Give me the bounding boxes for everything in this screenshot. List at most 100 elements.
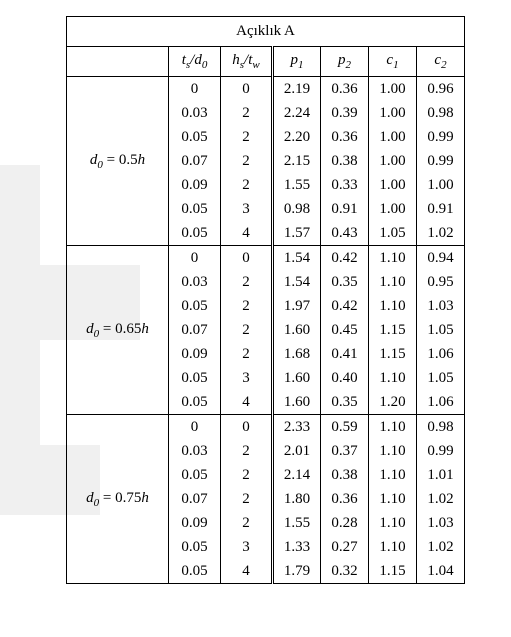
cell-p2: 0.40 <box>321 366 369 390</box>
cell-p2: 0.39 <box>321 101 369 125</box>
cell-c2: 0.95 <box>417 270 465 294</box>
cell-hs: 3 <box>221 197 273 221</box>
cell-p2: 0.28 <box>321 511 369 535</box>
cell-c2: 0.99 <box>417 439 465 463</box>
cell-ts: 0.03 <box>169 439 221 463</box>
cell-p2: 0.36 <box>321 487 369 511</box>
cell-hs: 2 <box>221 149 273 173</box>
table-row: d0 = 0.75h002.330.591.100.98 <box>67 415 465 440</box>
cell-p1: 2.01 <box>273 439 321 463</box>
cell-c2: 1.02 <box>417 221 465 246</box>
table-title: Açıklık A <box>67 17 465 47</box>
cell-c2: 1.06 <box>417 390 465 415</box>
cell-p1: 1.60 <box>273 318 321 342</box>
group-label: d0 = 0.75h <box>67 415 169 584</box>
cell-p1: 0.98 <box>273 197 321 221</box>
cell-c2: 0.99 <box>417 125 465 149</box>
cell-c1: 1.10 <box>369 439 417 463</box>
cell-hs: 2 <box>221 125 273 149</box>
cell-p2: 0.36 <box>321 77 369 102</box>
cell-c1: 1.10 <box>369 415 417 440</box>
cell-c2: 1.03 <box>417 511 465 535</box>
cell-c1: 1.10 <box>369 511 417 535</box>
cell-ts: 0.05 <box>169 221 221 246</box>
header-c1: c1 <box>369 47 417 77</box>
cell-p2: 0.36 <box>321 125 369 149</box>
cell-c1: 1.00 <box>369 149 417 173</box>
cell-ts: 0 <box>169 415 221 440</box>
cell-p2: 0.41 <box>321 342 369 366</box>
cell-p2: 0.35 <box>321 270 369 294</box>
cell-hs: 2 <box>221 463 273 487</box>
cell-p1: 1.60 <box>273 366 321 390</box>
cell-c1: 1.10 <box>369 246 417 271</box>
cell-hs: 2 <box>221 342 273 366</box>
cell-p2: 0.27 <box>321 535 369 559</box>
cell-ts: 0 <box>169 246 221 271</box>
cell-ts: 0.05 <box>169 125 221 149</box>
cell-ts: 0.05 <box>169 535 221 559</box>
cell-c1: 1.15 <box>369 318 417 342</box>
cell-hs: 0 <box>221 77 273 102</box>
cell-p1: 1.79 <box>273 559 321 584</box>
cell-c2: 0.91 <box>417 197 465 221</box>
cell-p1: 2.33 <box>273 415 321 440</box>
table-row: d0 = 0.65h001.540.421.100.94 <box>67 246 465 271</box>
cell-c1: 1.15 <box>369 559 417 584</box>
cell-c2: 0.96 <box>417 77 465 102</box>
cell-p1: 1.60 <box>273 390 321 415</box>
data-table: Açıklık A ts/d0 hs/tw p1 p2 c1 c2 d0 = 0… <box>66 16 465 584</box>
cell-ts: 0.05 <box>169 294 221 318</box>
cell-c1: 1.00 <box>369 173 417 197</box>
group-label: d0 = 0.65h <box>67 246 169 415</box>
cell-hs: 3 <box>221 366 273 390</box>
cell-p2: 0.32 <box>321 559 369 584</box>
cell-hs: 2 <box>221 511 273 535</box>
header-c2: c2 <box>417 47 465 77</box>
cell-p2: 0.42 <box>321 294 369 318</box>
cell-c1: 1.10 <box>369 294 417 318</box>
cell-p1: 1.54 <box>273 246 321 271</box>
cell-p2: 0.42 <box>321 246 369 271</box>
cell-p1: 1.80 <box>273 487 321 511</box>
cell-hs: 4 <box>221 390 273 415</box>
cell-p1: 2.19 <box>273 77 321 102</box>
cell-c1: 1.10 <box>369 270 417 294</box>
cell-c1: 1.10 <box>369 535 417 559</box>
cell-c1: 1.20 <box>369 390 417 415</box>
cell-p1: 2.24 <box>273 101 321 125</box>
cell-ts: 0.03 <box>169 270 221 294</box>
cell-p2: 0.35 <box>321 390 369 415</box>
header-hs: hs/tw <box>221 47 273 77</box>
cell-c1: 1.10 <box>369 366 417 390</box>
cell-hs: 0 <box>221 246 273 271</box>
cell-c2: 1.05 <box>417 366 465 390</box>
cell-ts: 0.07 <box>169 149 221 173</box>
cell-hs: 2 <box>221 173 273 197</box>
cell-c2: 1.00 <box>417 173 465 197</box>
cell-ts: 0.05 <box>169 390 221 415</box>
cell-c2: 0.98 <box>417 101 465 125</box>
cell-hs: 4 <box>221 221 273 246</box>
cell-hs: 2 <box>221 294 273 318</box>
cell-hs: 2 <box>221 270 273 294</box>
cell-ts: 0.05 <box>169 463 221 487</box>
cell-ts: 0.09 <box>169 342 221 366</box>
cell-c2: 1.02 <box>417 535 465 559</box>
cell-ts: 0.03 <box>169 101 221 125</box>
cell-p1: 1.33 <box>273 535 321 559</box>
cell-c1: 1.10 <box>369 487 417 511</box>
cell-hs: 2 <box>221 318 273 342</box>
cell-ts: 0.05 <box>169 366 221 390</box>
cell-c1: 1.00 <box>369 77 417 102</box>
cell-hs: 2 <box>221 487 273 511</box>
cell-c2: 1.05 <box>417 318 465 342</box>
cell-c2: 1.06 <box>417 342 465 366</box>
cell-ts: 0.09 <box>169 173 221 197</box>
cell-hs: 2 <box>221 439 273 463</box>
cell-ts: 0.05 <box>169 559 221 584</box>
header-ts: ts/d0 <box>169 47 221 77</box>
cell-p2: 0.59 <box>321 415 369 440</box>
cell-c1: 1.00 <box>369 197 417 221</box>
cell-c1: 1.15 <box>369 342 417 366</box>
